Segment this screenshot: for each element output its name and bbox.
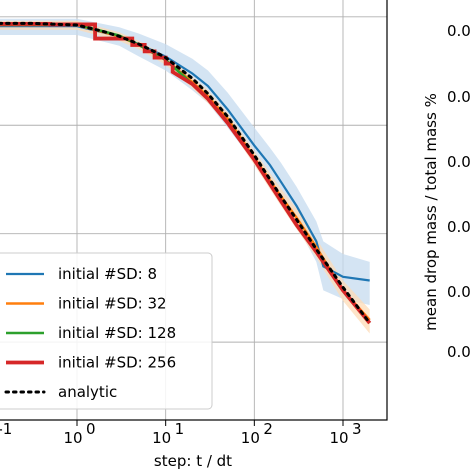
x-tick-label: 10 (152, 429, 171, 447)
right-y-tick-label: 0.0 (447, 22, 471, 40)
right-y-tick-label: 0.0 (447, 218, 471, 236)
legend-label: analytic (58, 383, 117, 401)
x-tick-label: 10 (63, 429, 82, 447)
x-tick-exponent: 0 (86, 420, 96, 438)
legend-label: initial #SD: 256 (58, 354, 176, 372)
right-panel: mean drop mass / total mass % 0.00.00.00… (422, 22, 471, 361)
legend-label: initial #SD: 128 (58, 324, 176, 342)
legend-label: initial #SD: 32 (58, 295, 167, 313)
plot-frame (0, 0, 388, 421)
x-axis-label: step: t / dt (154, 452, 232, 470)
legend-box (0, 252, 213, 410)
series-lines (0, 21, 372, 325)
right-y-tick-label: 0.0 (447, 88, 471, 106)
x-tick-label: 10 (329, 429, 348, 447)
x-tick-exponent: -1 (0, 420, 12, 438)
legend: initial #SD: 8 initial #SD: 32 initial #SD… (0, 252, 213, 410)
right-y-axis-label: mean drop mass / total mass % (422, 93, 440, 331)
right-y-axis-ticks: 0.0 0.0 0.0 0.0 0.0 0.0 (447, 22, 471, 361)
x-tick-exponent: 2 (263, 420, 273, 438)
x-tick-exponent: 1 (175, 420, 185, 438)
series-line-initial-sd-256 (0, 21, 372, 325)
x-tick-exponent: 3 (352, 420, 362, 438)
x-tick-label: 10 (241, 429, 260, 447)
legend-label: initial #SD: 8 (58, 265, 157, 283)
right-y-tick-label: 0.0 (447, 283, 471, 301)
right-y-tick-label: 0.0 (447, 343, 471, 361)
right-y-tick-label: 0.0 (447, 153, 471, 171)
series-line-analytic (0, 21, 372, 325)
